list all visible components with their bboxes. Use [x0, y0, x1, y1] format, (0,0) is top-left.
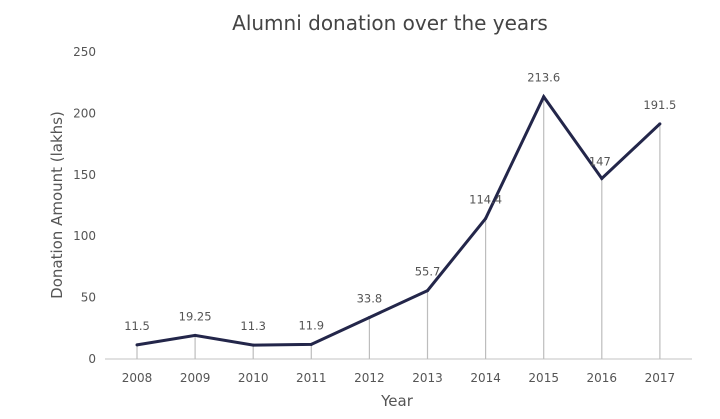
data-point [658, 122, 662, 126]
data-label: 55.7 [415, 265, 441, 279]
x-tick-label: 2015 [528, 371, 559, 385]
data-point [367, 315, 371, 319]
x-tick-label: 2017 [645, 371, 676, 385]
y-tick-label: 0 [88, 352, 96, 366]
data-label: 11.5 [124, 319, 150, 333]
data-point [193, 333, 197, 337]
data-point [600, 176, 604, 180]
data-label: 11.9 [298, 318, 324, 332]
data-point [251, 343, 255, 347]
data-label: 19.25 [179, 309, 212, 323]
y-tick-label: 50 [81, 291, 96, 305]
y-tick-label: 200 [73, 106, 96, 120]
x-tick-label: 2012 [354, 371, 385, 385]
x-tick-label: 2016 [587, 371, 618, 385]
data-label: 33.8 [357, 291, 383, 305]
data-label: 147 [589, 154, 611, 168]
y-tick-label: 100 [73, 229, 96, 243]
data-point [542, 95, 546, 99]
data-label: 114.4 [469, 193, 502, 207]
x-tick-label: 2011 [296, 371, 327, 385]
series-line [136, 93, 661, 347]
x-tick-label: 2008 [122, 371, 153, 385]
x-tick-label: 2013 [412, 371, 443, 385]
data-point [135, 343, 139, 347]
x-tick-label: 2014 [470, 371, 501, 385]
data-label: 11.3 [240, 319, 266, 333]
x-axis-label: Year [380, 392, 414, 410]
chart-title: Alumni donation over the years [232, 11, 548, 35]
data-point [484, 217, 488, 221]
x-tick-label: 2009 [180, 371, 211, 385]
data-point [426, 289, 429, 293]
data-point [309, 342, 313, 346]
data-label: 191.5 [643, 98, 676, 112]
data-label: 213.6 [527, 71, 560, 85]
y-tick-label: 250 [73, 45, 96, 59]
x-tick-label: 2010 [238, 371, 269, 385]
y-tick-label: 150 [73, 168, 96, 182]
y-axis-label: Donation Amount (lakhs) [48, 111, 66, 299]
